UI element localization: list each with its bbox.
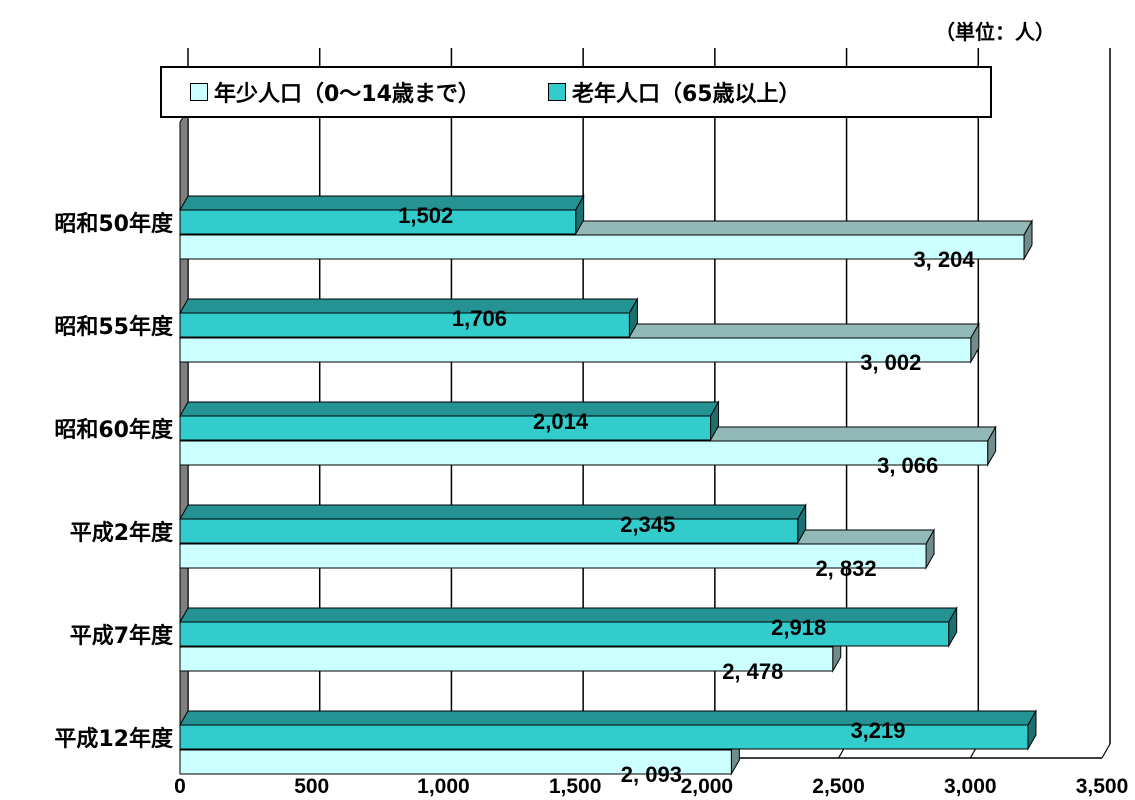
data-label-old: 3,219 (850, 718, 905, 743)
bar-young (179, 440, 989, 466)
bar-old-top (179, 401, 720, 417)
x-tick-label: 3,500 (1076, 775, 1129, 798)
bar-old (179, 518, 799, 544)
unit-label: （単位：人） (935, 20, 1055, 44)
data-label-young: 3, 204 (913, 247, 975, 272)
x-tick-label: 2,500 (812, 775, 865, 798)
category-label: 平成12年度 (54, 727, 173, 752)
bar-old-top (179, 298, 639, 314)
bar-old (179, 209, 577, 235)
data-label-young: 3, 002 (860, 350, 921, 375)
bar-young (179, 337, 972, 363)
bar-old (179, 724, 1029, 750)
data-label-young: 3, 066 (877, 453, 938, 478)
bar-young (179, 543, 927, 569)
bar-old-top (179, 504, 807, 520)
data-label-old: 2,345 (620, 512, 675, 537)
data-label-young: 2, 832 (815, 556, 876, 581)
x-tick-label: 3,000 (944, 775, 997, 798)
legend-item-young: 年少人口（0～14歳まで） (190, 76, 480, 108)
category-label: 昭和55年度 (54, 315, 173, 340)
bar-old (179, 312, 630, 338)
bar-young (179, 646, 834, 672)
legend-swatch-young (190, 83, 208, 101)
bar-old (179, 621, 950, 647)
category-label: 昭和60年度 (54, 418, 173, 443)
data-label-old: 1,706 (452, 306, 507, 331)
bar-young (179, 749, 732, 775)
x-tick-label: 0 (174, 775, 186, 798)
bar-young (179, 234, 1025, 260)
x-tick-label: 2,000 (681, 775, 734, 798)
bar-old-top (179, 710, 1037, 726)
legend-label-young: 年少人口（0～14歳まで） (214, 82, 480, 107)
bar-old-top (179, 195, 585, 211)
data-label-old: 1,502 (398, 203, 453, 228)
category-label: 昭和50年度 (54, 212, 173, 237)
x-tick-label: 1,500 (549, 775, 602, 798)
bar-old-top (179, 607, 958, 623)
legend-label-old: 老年人口（65歳以上） (571, 82, 801, 107)
data-label-old: 2,918 (771, 615, 826, 640)
data-label-young: 2, 478 (722, 659, 783, 684)
gridline-foot (1101, 743, 1111, 759)
legend-item-old: 老年人口（65歳以上） (547, 76, 801, 108)
category-label: 平成7年度 (69, 624, 173, 649)
data-label-old: 2,014 (533, 409, 589, 434)
category-label: 平成2年度 (69, 521, 173, 546)
x-tick-label: 500 (294, 775, 329, 798)
bar-old (179, 415, 712, 441)
legend: 年少人口（0～14歳まで） 老年人口（65歳以上） (160, 66, 992, 118)
data-label-young: 2, 093 (621, 762, 682, 787)
legend-swatch-old (547, 83, 566, 101)
x-tick-label: 1,000 (417, 775, 470, 798)
